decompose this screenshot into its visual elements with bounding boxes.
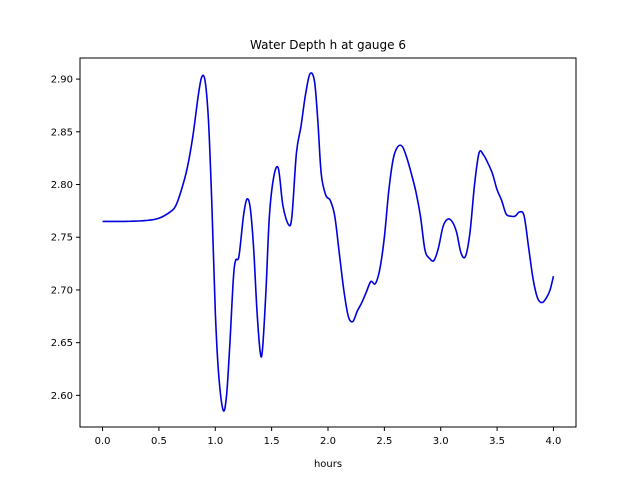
x-tick-label: 0.0 bbox=[95, 436, 111, 447]
y-tick-label: 2.90 bbox=[51, 75, 73, 86]
x-tick-label: 0.5 bbox=[151, 436, 167, 447]
series-line bbox=[102, 72, 555, 412]
x-tick-label: 2.5 bbox=[376, 436, 392, 447]
y-tick-label: 2.85 bbox=[51, 127, 73, 138]
y-tick-label: 2.75 bbox=[51, 233, 73, 244]
x-tick-label: 3.0 bbox=[433, 436, 449, 447]
y-tick-label: 2.80 bbox=[51, 180, 73, 191]
chart-title: Water Depth h at gauge 6 bbox=[250, 38, 406, 52]
x-tick-label: 2.0 bbox=[320, 436, 336, 447]
x-axis-label: hours bbox=[314, 459, 342, 470]
x-tick-label: 1.0 bbox=[207, 436, 223, 447]
x-axis: 0.0 0.5 1.0 1.5 2.0 2.5 3.0 3.5 4.0 bbox=[95, 427, 562, 447]
y-tick-label: 2.60 bbox=[51, 391, 73, 402]
y-axis: 2.60 2.65 2.70 2.75 2.80 2.85 2.90 bbox=[51, 75, 80, 402]
plot-area bbox=[102, 72, 555, 412]
x-tick-label: 3.5 bbox=[489, 436, 505, 447]
x-tick-label: 1.5 bbox=[264, 436, 280, 447]
y-tick-label: 2.65 bbox=[51, 338, 73, 349]
x-tick-label: 4.0 bbox=[546, 436, 562, 447]
y-tick-label: 2.70 bbox=[51, 285, 73, 296]
